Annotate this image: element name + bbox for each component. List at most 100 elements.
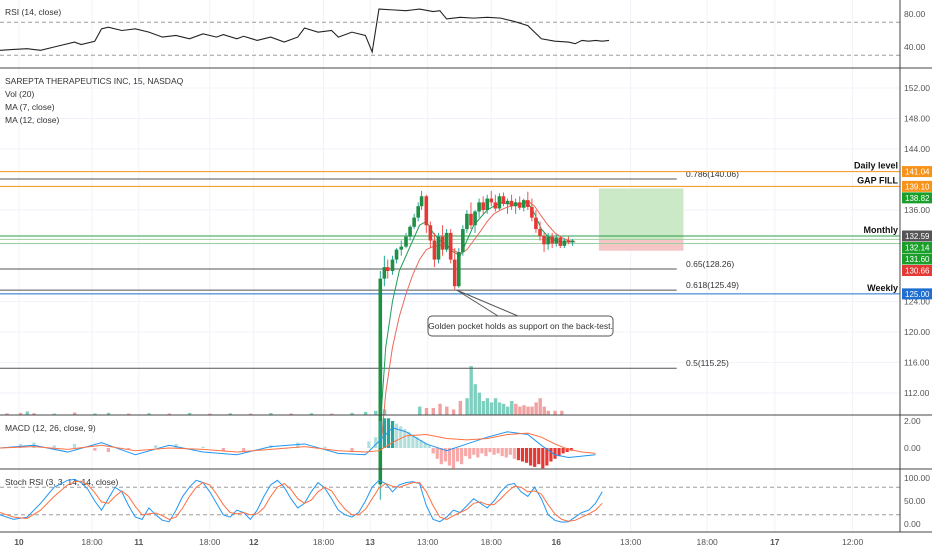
candle-body[interactable]: [485, 198, 490, 210]
candle-body[interactable]: [452, 259, 457, 287]
macd-histogram-bar: [242, 448, 246, 453]
candle-body[interactable]: [424, 196, 429, 226]
ma-7-line: [378, 201, 576, 447]
candle-body[interactable]: [408, 226, 412, 237]
volume-bar: [167, 413, 172, 415]
price-tag: [902, 230, 932, 242]
candle-body[interactable]: [473, 211, 477, 226]
macd-histogram-bar: [106, 448, 110, 453]
candle-body[interactable]: [538, 229, 542, 236]
position-target-zone[interactable]: [598, 188, 684, 240]
macd-histogram-bar: [472, 448, 476, 455]
candle-body[interactable]: [481, 202, 485, 210]
price-tick-label: 148.00: [904, 114, 930, 124]
candle-body[interactable]: [399, 246, 404, 250]
volume-bar: [5, 413, 9, 415]
price-tag-label: 132.14: [905, 244, 930, 253]
candle-body[interactable]: [440, 236, 445, 250]
stoch-tick-label: 50.00: [904, 496, 926, 506]
candle-body[interactable]: [501, 196, 506, 204]
macd-histogram-bar: [455, 448, 460, 462]
candle-body[interactable]: [444, 232, 449, 250]
volume-bar: [538, 398, 542, 415]
volume-bar: [510, 401, 514, 415]
macd-histogram-bar: [468, 448, 472, 459]
candle-body[interactable]: [534, 217, 538, 230]
candle-body[interactable]: [404, 236, 408, 247]
candle-body[interactable]: [558, 237, 563, 246]
macd-histogram-bar: [411, 434, 415, 448]
candle-body[interactable]: [497, 196, 502, 209]
candle-body[interactable]: [517, 202, 522, 208]
candle-body[interactable]: [469, 213, 473, 226]
candle-body[interactable]: [461, 229, 465, 252]
candle-body[interactable]: [394, 249, 399, 260]
macd-histogram-bar: [323, 446, 327, 448]
macd-histogram-bar: [553, 448, 557, 459]
annotation-callout[interactable]: [427, 315, 614, 337]
candle-body[interactable]: [550, 236, 554, 244]
volume-bar: [522, 405, 526, 415]
candle-body[interactable]: [493, 202, 498, 209]
volume-bar: [350, 412, 354, 415]
volume-bar: [514, 403, 518, 415]
candle-body[interactable]: [465, 213, 469, 230]
volume-bar: [458, 401, 463, 415]
candle-body[interactable]: [378, 278, 383, 485]
candle-body[interactable]: [416, 206, 420, 218]
candle-body[interactable]: [554, 237, 559, 244]
volume-bar: [481, 401, 486, 415]
candle-body[interactable]: [546, 236, 550, 245]
macd-histogram-bar: [174, 443, 178, 448]
rsi-tick-label: 40.00: [904, 42, 926, 52]
grid-layer: [0, 0, 900, 532]
time-tick-label: 11: [134, 537, 143, 547]
time-tick-label: 13:00: [417, 537, 439, 547]
volume-bar: [506, 406, 510, 415]
candle-body[interactable]: [521, 200, 526, 208]
candle-body[interactable]: [428, 225, 433, 241]
price-tick-label: 116.00: [904, 358, 930, 368]
price-tick-label: 136.00: [904, 205, 930, 215]
candle-body[interactable]: [382, 267, 387, 279]
candle-body[interactable]: [530, 206, 534, 218]
candle-body[interactable]: [385, 267, 390, 271]
volume-bar: [32, 413, 36, 415]
candle-body[interactable]: [566, 240, 571, 243]
volume-bar: [382, 409, 387, 415]
candle-body[interactable]: [526, 200, 530, 207]
candle-body[interactable]: [456, 251, 461, 287]
macd-histogram-bar: [427, 445, 431, 448]
price-tag: [902, 288, 932, 300]
time-tick-label: 13: [365, 537, 375, 547]
legend-ma-12: MA (12, close): [5, 115, 59, 125]
candle-body[interactable]: [436, 236, 441, 260]
candle-body[interactable]: [477, 202, 481, 212]
candle-body[interactable]: [562, 240, 567, 246]
macd-histogram-bar: [451, 448, 456, 469]
candle-body[interactable]: [432, 240, 437, 260]
price-axis[interactable]: 80.00 40.00 152.00 148.00 144.00 136.00 124.00…: [904, 9, 930, 529]
candle-body[interactable]: [513, 202, 518, 207]
candle-body[interactable]: [489, 198, 494, 203]
position-stop-zone[interactable]: [598, 239, 684, 251]
price-pane: SAREPTA THERAPEUTICS INC, 15, NASDAQ Vol…: [0, 76, 900, 500]
volume-bar: [228, 413, 232, 415]
candle-body[interactable]: [542, 235, 546, 245]
candle-body[interactable]: [419, 196, 424, 207]
macd-histogram-bar: [565, 448, 569, 453]
stoch-d-line: [0, 480, 603, 522]
time-tick-label: 12: [249, 537, 259, 547]
candle-body[interactable]: [412, 217, 416, 227]
volume-bar: [489, 402, 494, 415]
macd-histogram-bar: [545, 448, 549, 466]
time-axis[interactable]: 10 18:00 11 18:00 12 18:00 13 13:00 18:00 16 13:00…: [14, 537, 863, 547]
candle-body[interactable]: [448, 232, 453, 260]
candle-body[interactable]: [390, 259, 395, 271]
volume-bar: [418, 406, 422, 415]
candle-body[interactable]: [570, 240, 575, 243]
macd-histogram-bar: [382, 418, 387, 448]
candle-body[interactable]: [505, 200, 510, 204]
candle-body[interactable]: [509, 200, 514, 207]
price-tag-label: 131.60: [905, 255, 930, 264]
